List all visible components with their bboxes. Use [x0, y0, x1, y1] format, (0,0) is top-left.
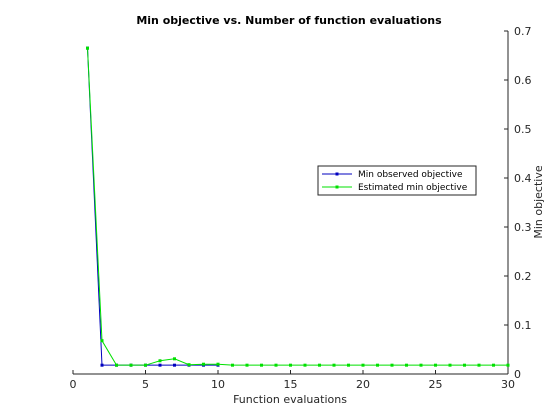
series-line-estimated-min [87, 48, 508, 366]
y-tick-label: 0.6 [514, 74, 532, 87]
data-point-estimated-min [115, 363, 118, 367]
data-point-estimated-min [448, 363, 452, 367]
data-point-estimated-min [260, 363, 263, 367]
series-line-min-observed [87, 48, 218, 366]
legend-box [317, 165, 477, 196]
x-tick-label: 0 [70, 378, 77, 391]
x-tick-label: 30 [501, 378, 515, 391]
data-point-min-observed [100, 363, 104, 367]
data-point-estimated-min [361, 363, 365, 367]
data-point-estimated-min [274, 363, 278, 367]
x-tick-label: 5 [142, 378, 149, 391]
x-tick-label: 20 [356, 378, 370, 391]
data-point-estimated-min [303, 363, 307, 367]
data-point-estimated-min [144, 363, 147, 367]
data-point-estimated-min [86, 46, 89, 50]
data-point-estimated-min [231, 363, 234, 367]
data-point-estimated-min [463, 363, 466, 367]
y-tick-label: 0.5 [514, 123, 532, 136]
data-point-estimated-min [216, 362, 220, 366]
y-axis-label: Min objective [532, 165, 545, 238]
y-tick-label: 0.3 [514, 221, 532, 234]
data-point-estimated-min [187, 363, 191, 367]
data-point-estimated-min [405, 363, 408, 367]
x-tick-label: 25 [429, 378, 443, 391]
y-tick-label: 0.4 [514, 172, 532, 185]
legend-swatch-marker [335, 172, 339, 176]
legend: Min observed objective Estimated min obje… [317, 165, 477, 196]
legend-entry-label: Estimated min objective [358, 183, 468, 193]
data-point-estimated-min [376, 363, 379, 367]
x-tick-label: 15 [284, 378, 298, 391]
x-tick-label: 10 [211, 378, 225, 391]
data-point-estimated-min [100, 339, 104, 343]
y-tick-label: 0.2 [514, 270, 532, 283]
data-point-estimated-min [492, 363, 495, 367]
data-point-estimated-min [419, 363, 423, 367]
data-point-estimated-min [245, 363, 249, 367]
data-point-min-observed [158, 363, 162, 367]
data-point-estimated-min [202, 362, 205, 366]
legend-swatch-marker [335, 185, 339, 189]
data-point-estimated-min [158, 359, 162, 363]
data-point-min-observed [173, 363, 176, 367]
y-tick-label: 0.7 [514, 25, 532, 38]
data-point-estimated-min [390, 363, 394, 367]
data-point-estimated-min [477, 363, 481, 367]
data-point-estimated-min [173, 357, 176, 361]
data-point-estimated-min [289, 363, 292, 367]
data-point-estimated-min [434, 363, 437, 367]
data-point-estimated-min [506, 363, 510, 367]
data-point-estimated-min [347, 363, 350, 367]
y-tick-label: 0 [514, 368, 521, 381]
data-point-estimated-min [332, 363, 336, 367]
x-axis-label: Function evaluations [233, 393, 347, 406]
y-tick-label: 0.1 [514, 319, 532, 332]
plot-background [73, 31, 508, 374]
legend-entry-label: Min observed objective [358, 170, 463, 180]
data-point-estimated-min [318, 363, 321, 367]
chart-title: Min objective vs. Number of function eva… [136, 14, 442, 27]
data-point-estimated-min [129, 363, 133, 367]
